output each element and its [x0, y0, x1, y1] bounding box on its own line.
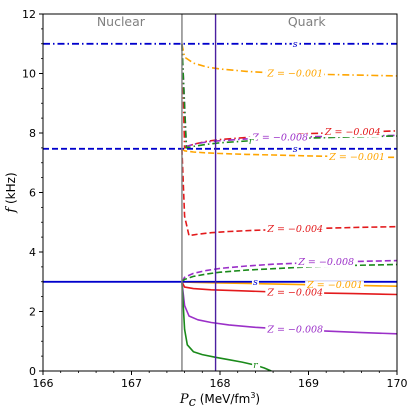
- series-label-z-0-004: Z = −0.004: [266, 287, 323, 298]
- x-axis-label: Pc (MeV/fm3): [179, 391, 260, 410]
- x-tick-label: 170: [387, 377, 408, 390]
- region-label-quark: Quark: [288, 14, 327, 29]
- series-label-bg: [251, 277, 259, 287]
- series-z-0-008-dashdot-line: [181, 43, 397, 148]
- region-label-nuclear: Nuclear: [97, 14, 146, 29]
- series-label-r: r: [249, 136, 255, 147]
- x-tick-label: 166: [33, 377, 54, 390]
- x-tick-label: 168: [210, 377, 231, 390]
- series-label-s: s: [253, 277, 258, 288]
- series-r-dashed-line: [181, 263, 397, 283]
- y-tick-label: 2: [29, 306, 36, 319]
- series-label-bg: [250, 133, 310, 143]
- x-tick-label: 169: [298, 377, 319, 390]
- plot-frame: [42, 13, 398, 372]
- series-label-bg: [247, 136, 256, 146]
- y-tick-label: 12: [22, 8, 36, 21]
- series-z-0-004-dashed-line: [181, 148, 397, 237]
- series-label-bg: [265, 69, 325, 79]
- x-tick-label: 167: [121, 377, 142, 390]
- series-z-0-004-solid-line: [181, 281, 397, 296]
- series-label-r: r: [253, 360, 259, 371]
- series-r-solid-line: [181, 281, 272, 371]
- series-z-0-001-dashdot-line: [181, 43, 397, 77]
- series-label-z-0-004: Z = −0.004: [324, 127, 381, 138]
- series-label-z-0-001: Z = −0.001: [306, 280, 363, 291]
- series-label-s: s: [293, 39, 298, 50]
- series-label-bg: [265, 288, 325, 298]
- series-label-s: s: [293, 144, 298, 155]
- series-label-z-0-008: Z = −0.008: [297, 257, 354, 268]
- series-label-z-0-001: Z = −0.001: [328, 152, 385, 163]
- series-z-0-008-dashed-line: [181, 259, 397, 283]
- y-tick-label: 10: [22, 68, 36, 81]
- series-label-bg: [322, 128, 382, 138]
- series-label-z-0-008: Z = −0.008: [251, 133, 308, 144]
- y-tick-label: 8: [29, 127, 36, 140]
- y-tick-label: 4: [29, 246, 36, 259]
- series-label-z-0-004: Z = −0.004: [266, 224, 323, 235]
- series-label-z-0-008: Z = −0.008: [266, 325, 323, 336]
- series-label-bg: [291, 39, 299, 49]
- series-label-bg: [327, 152, 387, 162]
- series-label-bg: [291, 144, 299, 154]
- series-label-bg: [296, 258, 356, 268]
- series-label-z-0-001: Z = −0.001: [266, 69, 323, 80]
- series-z-0-008-solid-line: [181, 281, 397, 335]
- series-label-bg: [252, 361, 261, 371]
- series-label-bg: [265, 224, 325, 234]
- y-axis-label: f (kHz): [4, 172, 19, 213]
- series-label-bg: [265, 325, 325, 335]
- y-tick-label: 6: [29, 187, 36, 200]
- series-label-bg: [305, 281, 364, 291]
- series-r-dashdot-line: [181, 43, 397, 149]
- y-tick-label: 0: [29, 365, 36, 378]
